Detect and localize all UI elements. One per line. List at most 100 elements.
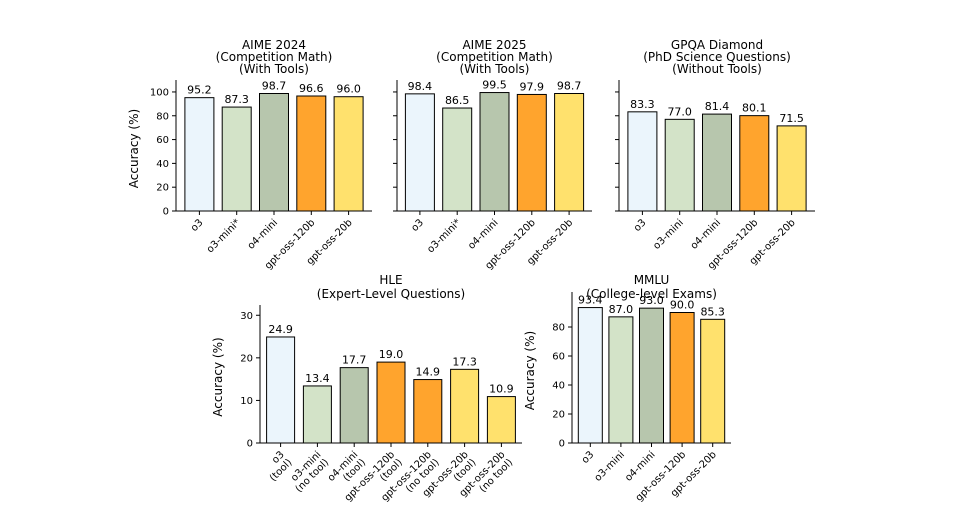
- gpqa-diamond-bar-o3-mini[interactable]: [664, 118, 695, 212]
- hle-bar-o3-tool[interactable]: [266, 336, 296, 444]
- aime-2024-title-line-3: (With Tools): [239, 62, 309, 76]
- aime-2024-bar-o3-mini[interactable]: [221, 106, 252, 212]
- mmlu-value-label: 90.0: [670, 299, 695, 312]
- gpqa-diamond-value-label: 81.4: [705, 100, 730, 113]
- hle-value-label: 17.3: [452, 355, 477, 368]
- mmlu-bar-gpt-oss-20b[interactable]: [700, 318, 726, 444]
- chart-mmlu: MMLU(College-level Exams)93.4 87.0 93.0 90.…: [523, 273, 731, 504]
- chart-aime-2025: AIME 2025(Competition Math)(With Tools) 9…: [393, 38, 592, 272]
- aime-2024-title-line-1: AIME 2024: [242, 38, 306, 52]
- gpqa-diamond-value-label: 83.3: [630, 98, 655, 111]
- mmlu-value-label: 87.0: [609, 303, 634, 316]
- mmlu-y-axis-label: Accuracy (%): [523, 331, 537, 410]
- aime-2025-title-line-3: (With Tools): [460, 62, 530, 76]
- mmlu-y-tick-label: 80: [552, 323, 565, 334]
- aime-2024-x-tick-label: o3-mini*: [205, 217, 243, 255]
- gpqa-diamond-bar-gpt-oss-120b[interactable]: [739, 115, 770, 212]
- chart-hle: HLE(Expert-Level Questions) 24.9 13.4 17.7 1…: [211, 273, 522, 504]
- hle-bar-gpt-oss-120b-no-tool[interactable]: [413, 379, 443, 444]
- mmlu-y-tick-label: 20: [552, 410, 565, 421]
- mmlu-title-line-1: MMLU: [634, 273, 670, 287]
- hle-y-tick-label: 10: [240, 396, 253, 407]
- hle-bar-o4-mini-tool[interactable]: [339, 367, 369, 444]
- aime-2024-x-tick-label: o3: [189, 217, 206, 234]
- aime-2024-y-tick-label: 80: [156, 111, 169, 122]
- aime-2025-x-tick-label-line: o3: [409, 217, 426, 234]
- aime-2025-bar-gpt-oss-20b[interactable]: [554, 93, 585, 212]
- aime-2025-value-label: 86.5: [445, 94, 470, 107]
- mmlu-value-label: 85.3: [700, 305, 725, 318]
- mmlu-value-label: 93.0: [639, 294, 664, 307]
- mmlu-title-line-2: (College-level Exams): [586, 287, 717, 301]
- mmlu-x-tick-label: o3: [580, 449, 597, 466]
- aime-2024-value-label: 96.0: [336, 83, 361, 96]
- gpqa-diamond-title-line-3: (Without Tools): [672, 62, 762, 76]
- aime-2025-value-label: 97.9: [520, 80, 545, 93]
- mmlu-x-tick-label-line: o3-mini: [593, 449, 627, 483]
- aime-2024-y-axis-label: Accuracy (%): [127, 109, 141, 188]
- aime-2024-y-tick-label: 0: [163, 207, 169, 218]
- mmlu-bar-o3-mini[interactable]: [608, 316, 634, 444]
- mmlu-y-tick-label: 60: [552, 352, 565, 363]
- hle-bar-o3-mini-no-tool[interactable]: [302, 385, 332, 444]
- hle-x-tick-label: o3(tool): [260, 449, 295, 484]
- aime-2024-value-label: 87.3: [224, 93, 249, 106]
- aime-2025-bar-o4-mini[interactable]: [479, 92, 510, 212]
- aime-2025-value-label: 98.4: [408, 80, 433, 93]
- aime-2025-x-tick-label: o4-mini: [466, 217, 500, 251]
- aime-2025-bar-o3[interactable]: [404, 93, 435, 212]
- aime-2024-x-tick-label-line: o3: [189, 217, 206, 234]
- aime-2025-value-label: 98.7: [557, 80, 582, 93]
- mmlu-bar-o4-mini[interactable]: [639, 307, 664, 444]
- gpqa-diamond-x-tick-label-line: o3-mini: [651, 217, 685, 251]
- hle-x-tick-label: o3-mini(no tool): [286, 449, 332, 495]
- aime-2024-y-tick-label: 60: [156, 135, 169, 146]
- hle-bar-gpt-oss-120b-tool[interactable]: [376, 361, 406, 444]
- aime-2024-x-tick-label-line: o3-mini*: [205, 217, 243, 255]
- hle-value-label: 19.0: [379, 348, 404, 361]
- aime-2024-x-tick-label-line: o4-mini: [246, 217, 280, 251]
- aime-2025-value-label: 99.5: [482, 79, 507, 92]
- aime-2024-bar-o4-mini[interactable]: [259, 93, 289, 212]
- hle-y-tick-label: 0: [247, 439, 253, 450]
- gpqa-diamond-bar-o3[interactable]: [627, 111, 658, 212]
- hle-title-line-1: HLE: [379, 273, 402, 287]
- hle-y-axis-label: Accuracy (%): [211, 337, 225, 416]
- aime-2024-value-label: 95.2: [187, 84, 212, 97]
- mmlu-bar-o3[interactable]: [577, 307, 603, 444]
- gpqa-diamond-x-tick-label: o3: [632, 217, 649, 234]
- aime-2024-y-tick-label: 100: [150, 87, 169, 98]
- gpqa-diamond-title-line-2: (PhD Science Questions): [643, 50, 791, 64]
- gpqa-diamond-value-label: 80.1: [742, 102, 767, 115]
- aime-2024-bar-gpt-oss-120b[interactable]: [296, 95, 327, 212]
- hle-value-label: 17.7: [342, 354, 367, 367]
- hle-bar-gpt-oss-20b-no-tool[interactable]: [486, 396, 516, 444]
- hle-y-tick-label: 30: [240, 311, 253, 322]
- mmlu-x-tick-label-line: o3: [580, 449, 597, 466]
- aime-2025-x-tick-label-line: o4-mini: [466, 217, 500, 251]
- hle-y-tick-label: 20: [240, 353, 253, 364]
- gpqa-diamond-title-line-1: GPQA Diamond: [671, 38, 763, 52]
- aime-2024-x-tick-label: o4-mini: [246, 217, 280, 251]
- aime-2024-bar-gpt-oss-20b[interactable]: [333, 96, 364, 212]
- gpqa-diamond-bar-gpt-oss-20b[interactable]: [776, 125, 807, 212]
- aime-2025-bar-gpt-oss-120b[interactable]: [516, 93, 547, 212]
- hle-value-label: 14.9: [416, 366, 441, 379]
- mmlu-bar-gpt-oss-120b[interactable]: [669, 312, 695, 444]
- gpqa-diamond-x-tick-label: o4-mini: [689, 217, 723, 251]
- mmlu-y-tick-label: 40: [552, 381, 565, 392]
- hle-value-label: 13.4: [305, 372, 330, 385]
- gpqa-diamond-x-tick-label-line: o3: [632, 217, 649, 234]
- mmlu-x-tick-label: o3-mini: [593, 449, 627, 483]
- aime-2025-x-tick-label-line: o3-mini*: [425, 217, 463, 255]
- aime-2024-value-label: 98.7: [262, 80, 287, 93]
- aime-2024-value-label: 96.6: [299, 82, 324, 95]
- gpqa-diamond-value-label: 77.0: [667, 105, 692, 118]
- aime-2025-title-line-1: AIME 2025: [462, 38, 526, 52]
- aime-2025-bar-o3-mini[interactable]: [442, 107, 473, 212]
- hle-bar-gpt-oss-20b-tool[interactable]: [450, 368, 480, 444]
- aime-2024-bar-o3[interactable]: [184, 97, 215, 212]
- gpqa-diamond-bar-o4-mini[interactable]: [702, 113, 732, 212]
- gpqa-diamond-x-tick-label-line: o4-mini: [689, 217, 723, 251]
